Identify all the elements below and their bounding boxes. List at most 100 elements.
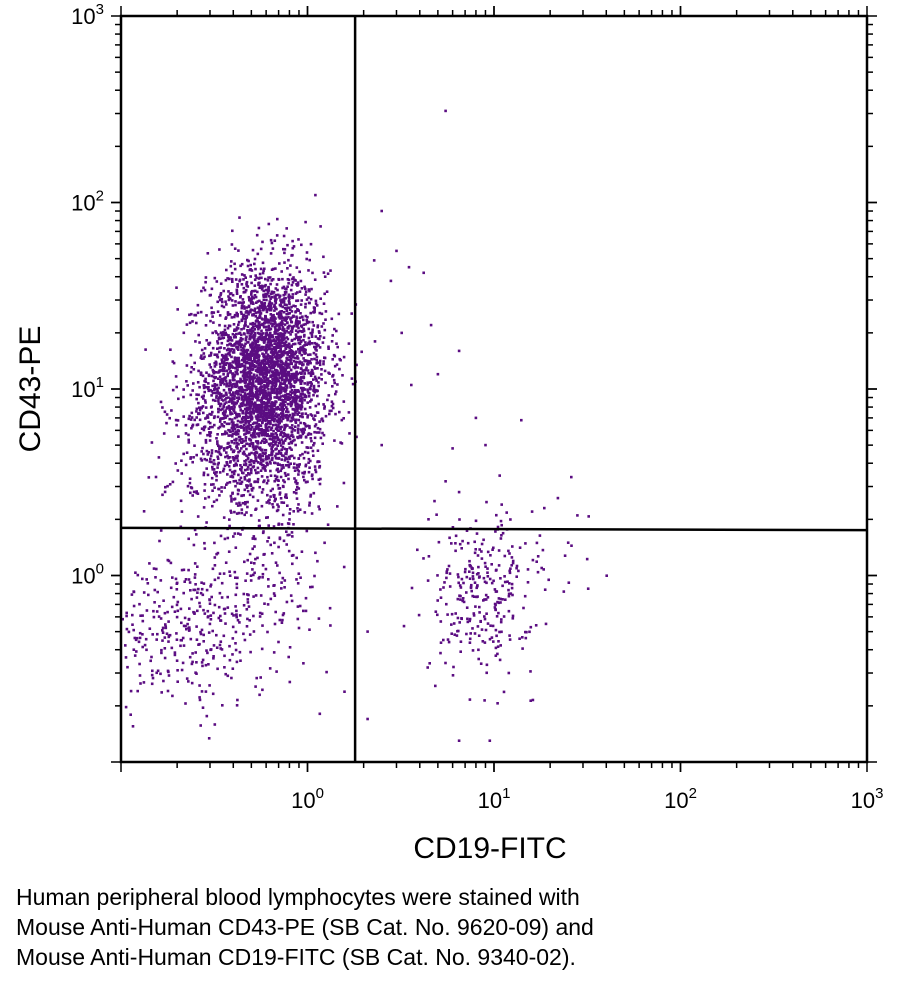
data-point xyxy=(249,322,252,326)
data-point xyxy=(483,561,487,565)
data-point xyxy=(297,470,301,473)
data-point xyxy=(303,285,306,289)
data-point xyxy=(175,581,179,585)
data-point xyxy=(276,293,280,297)
data-point xyxy=(138,631,142,635)
data-point xyxy=(320,378,323,381)
data-point xyxy=(276,413,280,417)
data-point xyxy=(246,375,249,379)
data-point xyxy=(222,373,225,376)
data-point xyxy=(250,398,254,401)
data-point xyxy=(268,437,272,441)
data-point xyxy=(254,391,258,394)
data-point xyxy=(260,396,264,400)
data-point xyxy=(268,355,272,358)
data-point xyxy=(303,388,307,391)
data-point xyxy=(218,295,221,299)
data-point xyxy=(207,389,211,393)
data-point xyxy=(266,383,270,387)
data-point xyxy=(309,459,312,463)
data-point xyxy=(314,335,318,338)
data-point xyxy=(232,408,235,412)
data-point xyxy=(444,109,447,113)
data-point xyxy=(284,368,287,372)
data-point xyxy=(287,282,290,285)
data-point xyxy=(200,450,203,453)
data-point xyxy=(246,420,249,423)
data-point xyxy=(242,423,246,427)
data-point xyxy=(515,566,518,570)
data-point xyxy=(279,349,282,352)
data-point xyxy=(290,345,293,348)
data-point xyxy=(162,599,165,602)
data-point xyxy=(268,303,272,306)
data-point xyxy=(244,368,247,372)
data-point xyxy=(226,414,229,418)
data-point xyxy=(275,372,279,375)
data-point xyxy=(294,403,297,407)
data-point xyxy=(293,429,296,432)
data-point xyxy=(285,366,289,370)
data-point xyxy=(227,422,231,426)
data-point xyxy=(287,316,290,319)
data-point xyxy=(299,382,303,385)
data-point xyxy=(233,464,236,467)
data-point xyxy=(291,293,295,296)
data-point xyxy=(274,448,277,451)
data-point xyxy=(304,290,308,294)
data-point xyxy=(254,289,257,293)
data-point xyxy=(206,651,209,655)
data-point xyxy=(295,491,298,495)
data-point xyxy=(306,390,310,393)
data-point xyxy=(334,412,337,416)
data-point xyxy=(204,497,207,500)
data-point xyxy=(200,587,204,591)
data-point xyxy=(478,611,481,614)
data-point xyxy=(212,375,216,379)
data-point xyxy=(338,410,341,414)
data-point xyxy=(269,331,272,335)
data-point xyxy=(233,416,237,420)
data-point xyxy=(245,427,248,431)
data-point xyxy=(265,366,269,370)
data-point xyxy=(243,488,247,492)
data-point xyxy=(458,584,462,587)
data-point xyxy=(243,403,247,407)
data-point xyxy=(256,405,260,409)
data-point xyxy=(255,351,258,355)
data-point xyxy=(451,526,455,529)
data-point xyxy=(282,612,286,615)
data-point xyxy=(222,364,225,367)
data-point xyxy=(314,353,318,356)
data-point xyxy=(174,462,177,465)
data-point xyxy=(222,467,226,471)
data-point xyxy=(213,383,217,386)
data-point xyxy=(243,355,246,358)
data-point xyxy=(174,418,178,422)
data-point xyxy=(228,277,231,281)
data-point xyxy=(265,325,268,329)
data-point xyxy=(230,271,234,275)
data-point xyxy=(313,465,317,468)
data-point xyxy=(218,314,222,317)
data-point xyxy=(286,353,289,356)
data-point xyxy=(286,504,289,507)
data-point xyxy=(245,572,249,575)
data-point xyxy=(240,312,243,316)
data-point xyxy=(224,363,227,366)
data-point xyxy=(222,405,225,409)
data-point xyxy=(163,490,167,494)
data-point xyxy=(251,308,254,312)
data-point xyxy=(147,593,150,597)
data-point xyxy=(242,332,246,335)
data-point xyxy=(335,363,339,366)
data-point xyxy=(321,419,325,423)
data-point xyxy=(310,512,314,515)
data-point xyxy=(216,667,219,671)
data-point xyxy=(221,704,224,707)
data-point xyxy=(215,331,218,335)
data-point xyxy=(261,412,265,415)
data-point xyxy=(220,334,223,337)
data-point xyxy=(177,397,180,401)
data-point xyxy=(279,372,282,375)
